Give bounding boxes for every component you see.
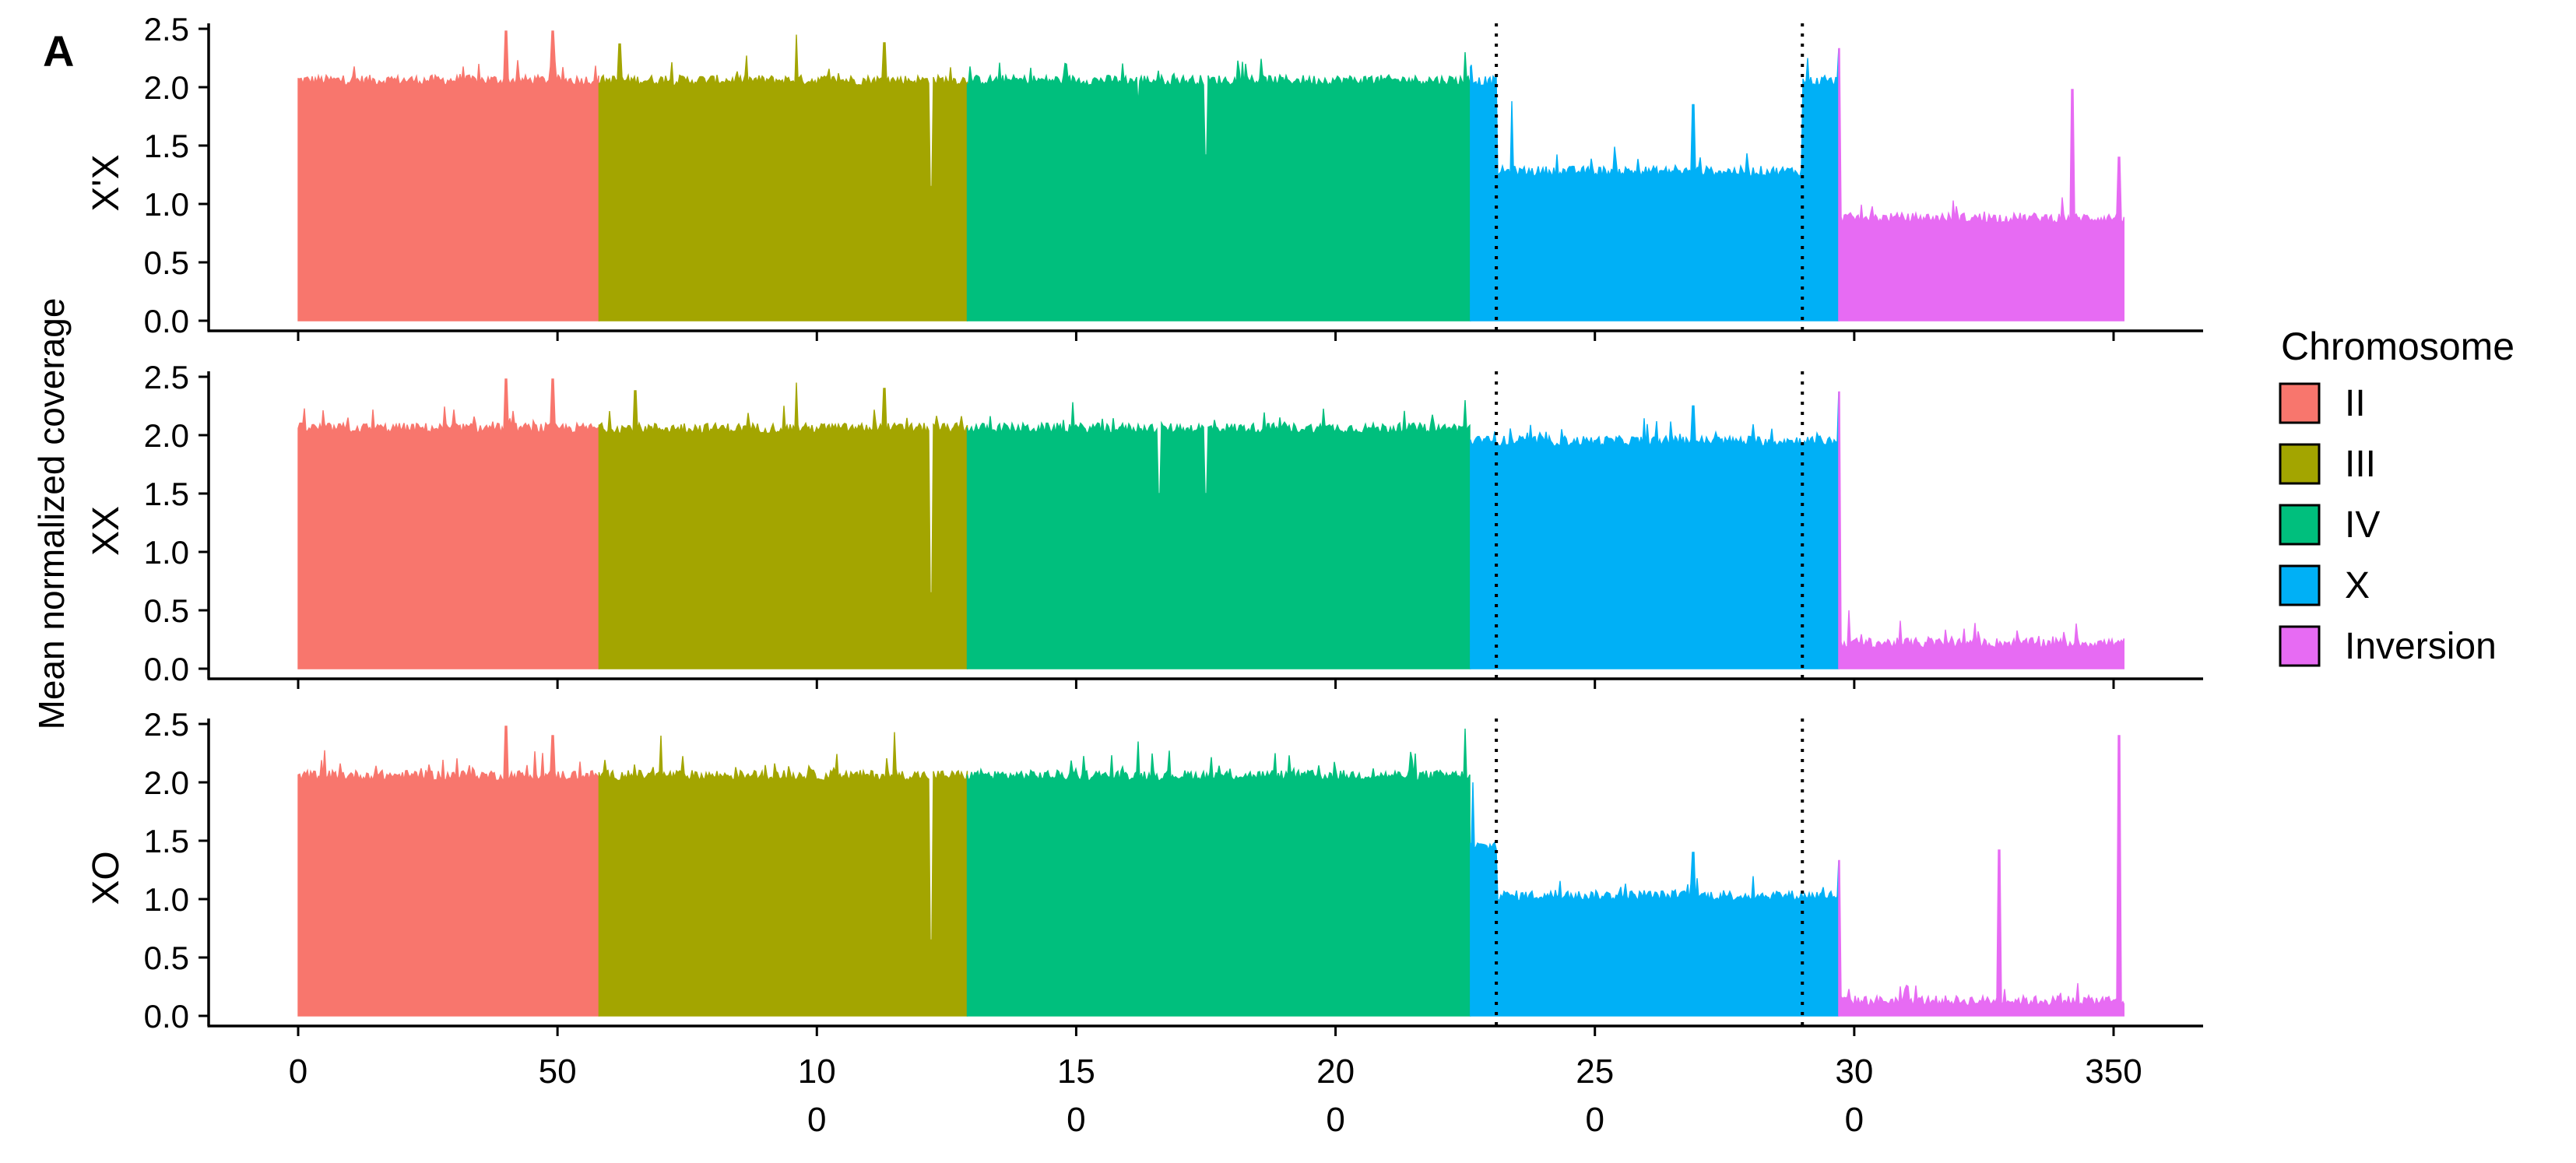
- legend-swatch-iv: [2279, 504, 2321, 546]
- panel-3: 0.0 0.5 1.0 1.5 2.0 2.5 XO: [86, 706, 2203, 1036]
- legend-swatch-ii: [2279, 382, 2321, 424]
- coverage-iii-panel-3: [598, 732, 968, 1017]
- x-tick-label: 0: [1845, 1101, 1864, 1139]
- coverage-iv-panel-3: [966, 728, 1471, 1017]
- y-tick-label: 2.5: [144, 359, 189, 395]
- panel-strip-label: X'X: [86, 154, 127, 211]
- x-tick-label: 50: [539, 1052, 577, 1091]
- coverage-ii-panel-1: [297, 30, 600, 321]
- x-tick-label: 0: [1326, 1101, 1344, 1139]
- panel-strip-label: XO: [86, 851, 127, 905]
- coverage-inversion-panel-3: [1838, 735, 2124, 1017]
- x-tick-label: 350: [2085, 1052, 2142, 1091]
- coverage-inversion-panel-1: [1838, 47, 2124, 321]
- y-tick-label: 0.5: [144, 592, 189, 629]
- y-tick-label: 1.5: [144, 823, 189, 859]
- coverage-iii-panel-1: [598, 34, 968, 321]
- x-tick-label: 30: [1835, 1052, 1873, 1091]
- legend-swatch-iii: [2279, 443, 2321, 485]
- coverage-ii-panel-3: [297, 726, 600, 1017]
- legend-label-iv: IV: [2345, 504, 2380, 546]
- coverage-iv-panel-2: [966, 399, 1471, 669]
- coverage-x-panel-2: [1470, 392, 1840, 669]
- y-tick-label: 2.0: [144, 764, 189, 801]
- coverage-ii-panel-2: [297, 378, 600, 669]
- y-axis-title: Mean normalized coverage: [31, 298, 72, 730]
- legend-swatch-inversion: [2279, 625, 2321, 667]
- legend-label-iii: III: [2345, 444, 2376, 485]
- x-tick-label: 10: [798, 1052, 836, 1091]
- y-tick-label: 1.5: [144, 476, 189, 512]
- panel-label: A: [43, 26, 74, 76]
- legend-label-ii: II: [2345, 383, 2366, 424]
- y-tick-label: 0.5: [144, 940, 189, 976]
- panel-1: 0.0 0.5 1.0 1.5 2.0 2.5 X'X: [86, 11, 2203, 341]
- coverage-x-panel-3: [1470, 782, 1840, 1017]
- coverage-x-panel-1: [1470, 48, 1840, 321]
- x-tick-label: 0: [289, 1052, 308, 1091]
- legend-label-x: X: [2345, 565, 2370, 606]
- y-tick-label: 1.5: [144, 128, 189, 164]
- y-tick-label: 1.0: [144, 881, 189, 918]
- y-tick-label: 0.0: [144, 303, 189, 339]
- y-tick-label: 1.0: [144, 186, 189, 223]
- y-tick-label: 2.0: [144, 69, 189, 106]
- y-tick-label: 1.0: [144, 534, 189, 571]
- legend-title: Chromosome: [2281, 325, 2514, 368]
- coverage-inversion-panel-2: [1838, 391, 2124, 669]
- coverage-iii-panel-2: [598, 382, 968, 669]
- x-tick-label: 0: [1585, 1101, 1604, 1139]
- y-tick-label: 2.5: [144, 11, 189, 47]
- panel-2: 0.0 0.5 1.0 1.5 2.0 2.5 XX: [86, 359, 2203, 689]
- legend-label-inversion: Inversion: [2345, 626, 2497, 667]
- coverage-iv-panel-1: [966, 51, 1471, 321]
- y-tick-label: 2.0: [144, 417, 189, 454]
- x-tick-label: 15: [1057, 1052, 1095, 1091]
- y-tick-label: 2.5: [144, 706, 189, 743]
- y-tick-label: 0.5: [144, 244, 189, 281]
- y-tick-label: 0.0: [144, 998, 189, 1035]
- x-tick-label: 20: [1316, 1052, 1355, 1091]
- x-tick-label: 25: [1576, 1052, 1614, 1091]
- x-tick-label: 0: [1067, 1101, 1085, 1139]
- legend-swatch-x: [2279, 564, 2321, 606]
- x-tick-label: 0: [807, 1101, 826, 1139]
- y-tick-label: 0.0: [144, 651, 189, 687]
- panels-group: 0.0 0.5 1.0 1.5 2.0 2.5 X'X 0.0 0.5 1.0 1.5 2.0 2.5 X…: [86, 11, 2203, 1036]
- panel-strip-label: XX: [86, 506, 127, 556]
